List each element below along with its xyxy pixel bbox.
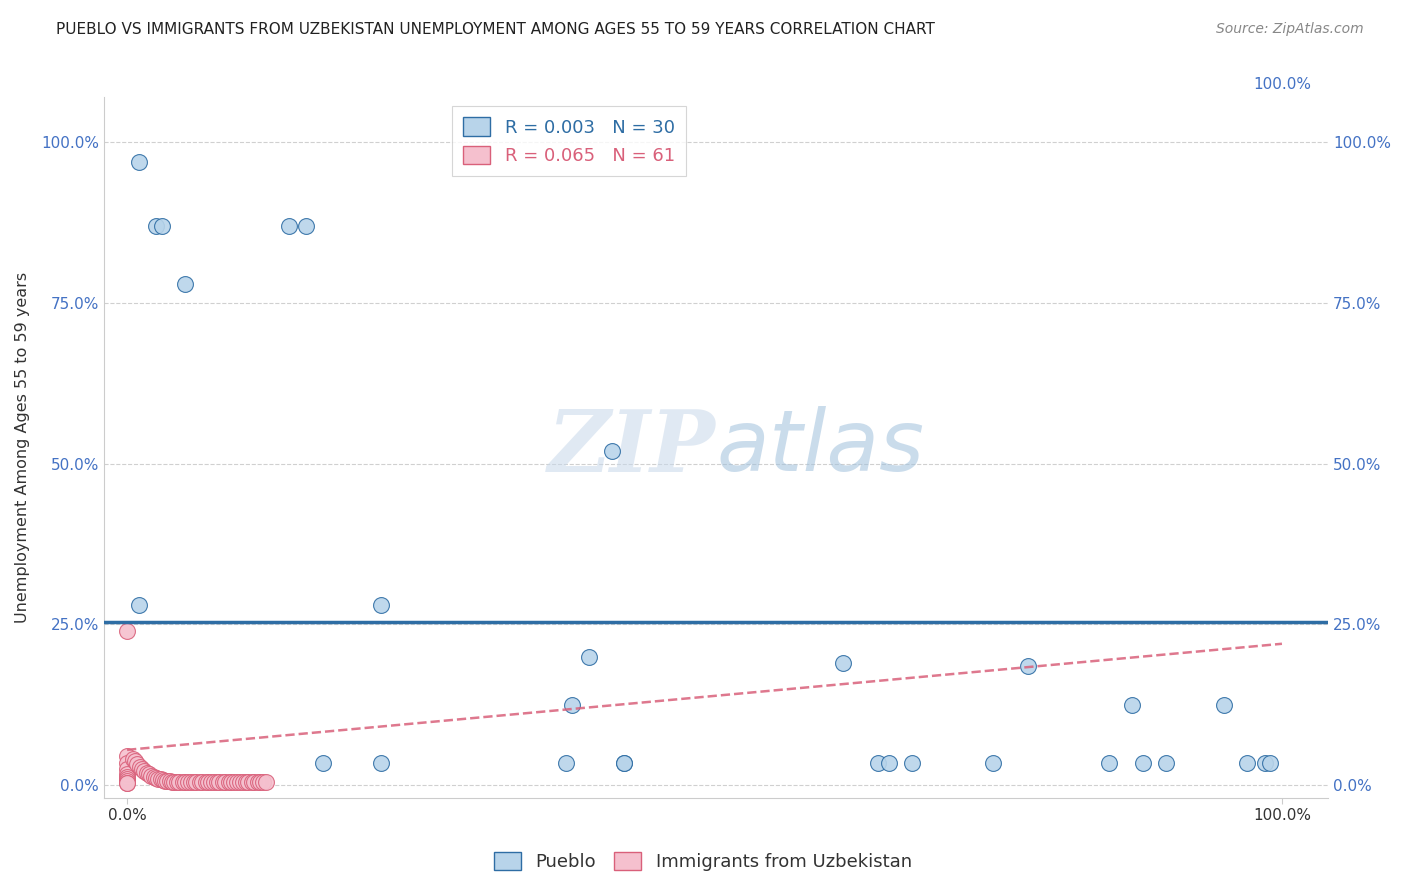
Point [141, 768, 163, 782]
Point [877, 756, 900, 770]
Point [249, 775, 271, 789]
Point [208, 775, 231, 789]
Y-axis label: Unemployment Among Ages 55 to 59 years: Unemployment Among Ages 55 to 59 years [15, 272, 30, 624]
Point [370, 756, 392, 770]
Point [135, 766, 157, 780]
Point [160, 775, 183, 789]
Point [277, 219, 299, 233]
Point [124, 755, 146, 769]
Point [252, 775, 274, 789]
Point [115, 766, 138, 780]
Point [115, 776, 138, 790]
Point [232, 775, 254, 789]
Point [115, 762, 138, 776]
Point [128, 598, 150, 612]
Point [613, 756, 636, 770]
Point [1213, 698, 1236, 712]
Point [153, 773, 176, 788]
Point [981, 756, 1004, 770]
Point [134, 764, 156, 778]
Point [145, 771, 167, 785]
Point [173, 277, 195, 291]
Point [173, 775, 195, 789]
Point [166, 775, 188, 789]
Point [832, 656, 855, 670]
Text: Source: ZipAtlas.com: Source: ZipAtlas.com [1216, 22, 1364, 37]
Point [121, 752, 143, 766]
Point [115, 774, 138, 789]
Point [180, 775, 202, 789]
Point [218, 775, 240, 789]
Point [167, 775, 190, 789]
Point [152, 773, 174, 788]
Point [194, 775, 217, 789]
Point [163, 775, 186, 789]
Point [312, 756, 335, 770]
Point [115, 749, 138, 764]
Point [578, 649, 600, 664]
Legend: R = 0.003   N = 30, R = 0.065   N = 61: R = 0.003 N = 30, R = 0.065 N = 61 [453, 106, 686, 176]
Point [127, 756, 149, 771]
Point [1017, 659, 1039, 673]
Point [115, 775, 138, 789]
Point [183, 775, 205, 789]
Point [115, 770, 138, 784]
Point [159, 774, 181, 789]
Point [246, 775, 269, 789]
Point [229, 775, 252, 789]
Point [205, 775, 228, 789]
Point [172, 775, 194, 789]
Point [156, 774, 179, 789]
Point [1156, 756, 1178, 770]
Point [600, 443, 623, 458]
Point [131, 762, 153, 776]
Point [115, 756, 138, 770]
Point [901, 756, 924, 770]
Point [225, 775, 247, 789]
Point [177, 775, 200, 789]
Point [219, 775, 242, 789]
Point [613, 756, 636, 770]
Point [188, 775, 211, 789]
Text: ZIP: ZIP [548, 406, 716, 490]
Point [370, 598, 392, 612]
Point [1253, 756, 1275, 770]
Point [138, 767, 160, 781]
Point [197, 775, 219, 789]
Text: atlas: atlas [716, 406, 924, 489]
Point [214, 775, 236, 789]
Point [128, 154, 150, 169]
Point [1098, 756, 1121, 770]
Point [238, 775, 260, 789]
Point [148, 772, 170, 786]
Point [240, 775, 263, 789]
Point [128, 759, 150, 773]
Text: PUEBLO VS IMMIGRANTS FROM UZBEKISTAN UNEMPLOYMENT AMONG AGES 55 TO 59 YEARS CORR: PUEBLO VS IMMIGRANTS FROM UZBEKISTAN UNE… [56, 22, 935, 37]
Point [145, 219, 167, 233]
Point [115, 772, 138, 787]
Point [561, 698, 583, 712]
Point [254, 775, 277, 789]
Point [191, 775, 214, 789]
Point [1121, 698, 1143, 712]
Point [142, 770, 165, 784]
Point [150, 219, 173, 233]
Point [235, 775, 257, 789]
Point [186, 775, 208, 789]
Point [149, 772, 172, 787]
Legend: Pueblo, Immigrants from Uzbekistan: Pueblo, Immigrants from Uzbekistan [486, 845, 920, 879]
Point [115, 624, 138, 638]
Point [555, 756, 578, 770]
Point [866, 756, 889, 770]
Point [1132, 756, 1154, 770]
Point [295, 219, 318, 233]
Point [212, 775, 235, 789]
Point [200, 775, 222, 789]
Point [1260, 756, 1282, 770]
Point [1236, 756, 1258, 770]
Point [224, 775, 246, 789]
Point [202, 775, 225, 789]
Point [243, 775, 266, 789]
